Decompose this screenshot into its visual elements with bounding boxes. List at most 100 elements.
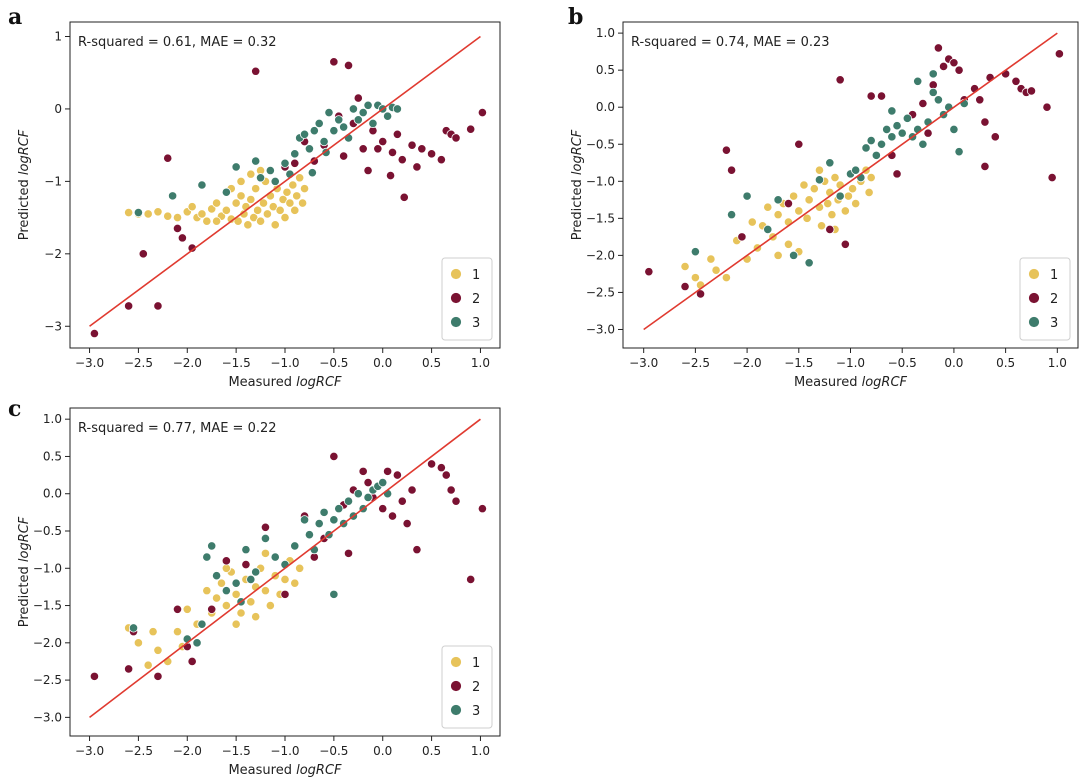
data-point bbox=[133, 638, 144, 648]
data-point bbox=[441, 470, 451, 480]
x-axis-label-italic: logRCF bbox=[862, 375, 908, 390]
data-point bbox=[124, 301, 134, 311]
data-point bbox=[412, 162, 422, 172]
data-point bbox=[128, 623, 139, 633]
data-point bbox=[887, 132, 897, 142]
data-point bbox=[280, 589, 290, 599]
data-point bbox=[260, 522, 271, 532]
data-point bbox=[726, 210, 737, 220]
data-point bbox=[913, 76, 923, 86]
data-point bbox=[353, 93, 363, 103]
data-point bbox=[292, 191, 302, 201]
x-axis-label: Measured logRCF bbox=[228, 763, 342, 778]
data-point bbox=[866, 91, 876, 101]
y-axis-label-italic: logRCF bbox=[570, 129, 585, 175]
scatter-chart-c: −3.0 −2.5 −2.0 −1.5 −1.0 −0.5 0.0 0.5 1.0 −3.0 −2.… bbox=[17, 407, 501, 778]
data-point bbox=[823, 198, 833, 209]
data-point bbox=[290, 158, 300, 168]
y-axis-label-text: Predicted bbox=[17, 175, 32, 240]
data-point bbox=[397, 155, 407, 165]
data-point bbox=[763, 202, 773, 212]
data-point bbox=[426, 459, 437, 469]
data-point bbox=[197, 209, 207, 219]
data-point bbox=[295, 563, 305, 573]
data-point bbox=[197, 180, 207, 190]
data-point bbox=[835, 75, 845, 85]
y-axis-label-italic: logRCF bbox=[17, 129, 32, 175]
reference-line bbox=[89, 35, 481, 327]
y-tick-label: −2.0 bbox=[33, 636, 62, 650]
data-point bbox=[804, 258, 814, 268]
data-point bbox=[334, 115, 344, 125]
data-point bbox=[690, 273, 700, 283]
y-axis-label-text: Predicted bbox=[570, 175, 585, 240]
data-point bbox=[334, 504, 344, 514]
data-point bbox=[721, 273, 732, 283]
y-tick-label: −2.5 bbox=[586, 285, 615, 299]
data-point bbox=[299, 515, 310, 525]
data-point bbox=[378, 136, 388, 147]
data-point bbox=[246, 574, 256, 585]
r-squared-annotation: R-squared = 0.61, MAE = 0.32 bbox=[78, 35, 277, 50]
data-point bbox=[353, 115, 363, 125]
data-point bbox=[385, 170, 396, 181]
x-tick-label: 0.5 bbox=[996, 356, 1015, 370]
data-point bbox=[383, 111, 393, 121]
data-point bbox=[383, 466, 393, 476]
data-point bbox=[747, 217, 757, 227]
data-point bbox=[177, 233, 187, 243]
data-point bbox=[163, 153, 173, 163]
data-point bbox=[412, 545, 422, 555]
data-point bbox=[314, 118, 324, 129]
data-point bbox=[187, 202, 197, 212]
data-point bbox=[295, 173, 305, 183]
data-point bbox=[339, 151, 349, 161]
data-point bbox=[153, 207, 163, 217]
data-point bbox=[89, 328, 100, 339]
data-point bbox=[202, 216, 212, 226]
legend-label-1: 1 bbox=[472, 268, 480, 283]
y-tick-label: −1.0 bbox=[33, 561, 62, 575]
legend-label-3: 3 bbox=[472, 704, 480, 719]
x-tick-label: −3.0 bbox=[75, 356, 104, 370]
data-point bbox=[236, 176, 246, 186]
data-point bbox=[397, 496, 407, 506]
legend-label-2: 2 bbox=[472, 292, 480, 307]
data-point bbox=[949, 124, 959, 135]
data-point bbox=[794, 139, 804, 149]
data-point bbox=[363, 100, 373, 110]
data-point bbox=[827, 210, 837, 220]
legend-box bbox=[441, 645, 493, 729]
data-point bbox=[938, 61, 949, 72]
y-tick-label: −1 bbox=[44, 174, 62, 188]
x-tick-label: −2.5 bbox=[681, 356, 710, 370]
data-point bbox=[373, 144, 383, 154]
data-point bbox=[690, 247, 700, 257]
data-point bbox=[358, 466, 368, 476]
x-tick-label: 0.5 bbox=[422, 744, 441, 758]
data-point bbox=[399, 192, 409, 202]
data-point bbox=[246, 169, 256, 179]
data-point bbox=[363, 477, 373, 488]
legend-label-3: 3 bbox=[1050, 316, 1058, 331]
x-tick-label: 0.0 bbox=[373, 356, 392, 370]
data-point bbox=[402, 518, 412, 529]
y-tick-label: −1.5 bbox=[33, 599, 62, 613]
data-point bbox=[392, 104, 402, 114]
scatter-chart-b: −3.0 −2.5 −2.0 −1.5 −1.0 −0.5 0.0 0.5 1.0 −3.0 −2.… bbox=[570, 21, 1079, 390]
y-tick-label: −3.0 bbox=[33, 710, 62, 724]
data-point bbox=[358, 144, 368, 154]
x-tick-label: −2.5 bbox=[124, 356, 153, 370]
data-point bbox=[241, 545, 251, 555]
data-point bbox=[789, 191, 799, 201]
data-point bbox=[954, 65, 964, 75]
data-point bbox=[851, 165, 861, 175]
data-point bbox=[182, 604, 192, 614]
data-point bbox=[153, 671, 163, 681]
data-point bbox=[304, 530, 315, 540]
y-tick-label: 0.5 bbox=[43, 449, 62, 463]
data-point bbox=[304, 144, 315, 154]
x-tick-label: 0.0 bbox=[944, 356, 963, 370]
data-point bbox=[251, 66, 261, 76]
legend-box bbox=[1019, 257, 1071, 341]
